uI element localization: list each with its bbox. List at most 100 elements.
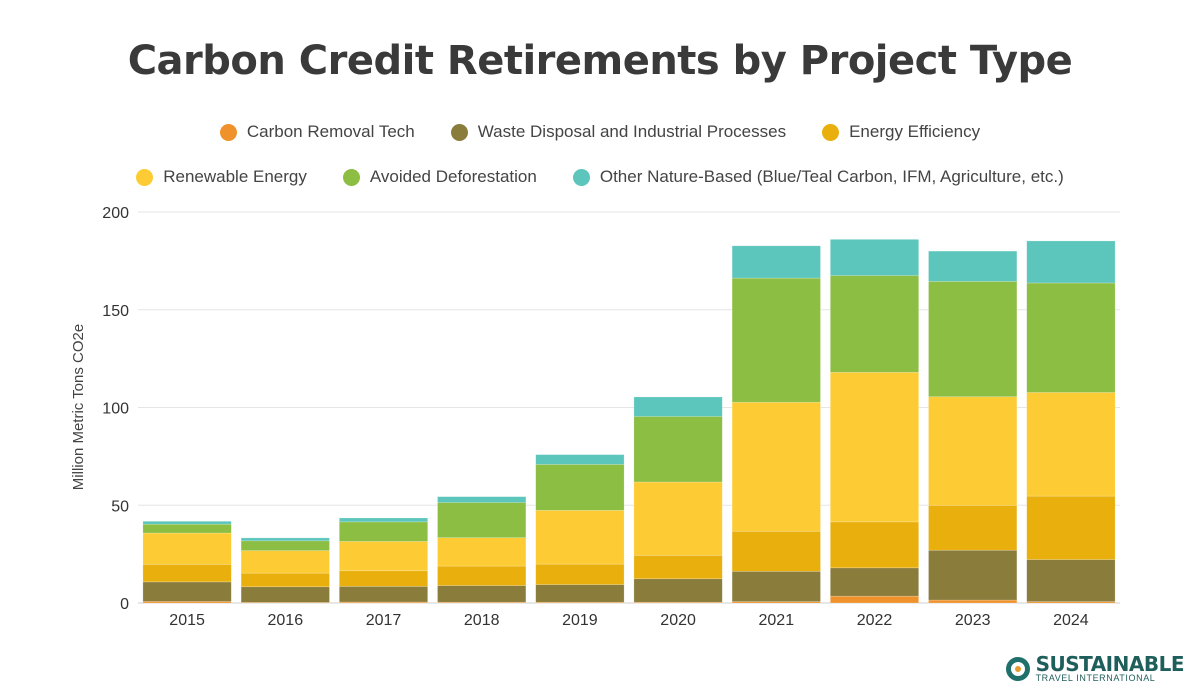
bar-segment	[240, 586, 330, 603]
legend-marker-renewable-energy	[136, 168, 154, 186]
bar-segment	[633, 554, 723, 580]
bar-segment	[830, 521, 919, 569]
legend-item-renewable-energy: Renewable Energy	[136, 167, 307, 187]
bar-stack-2015	[142, 520, 232, 604]
bar-segment	[339, 570, 428, 587]
y-axis-label: Million Metric Tons CO2e	[70, 324, 87, 490]
legend-item-other-nature-based: Other Nature-Based (Blue/Teal Carbon, IF…	[572, 167, 1064, 187]
bar-stack-2021	[731, 245, 821, 604]
legend-item-waste-disposal: Waste Disposal and Industrial Processes	[450, 122, 787, 142]
x-tick-label: 2016	[268, 612, 304, 629]
bar-segment	[142, 523, 232, 534]
legend-label-renewable-energy: Renewable Energy	[163, 167, 307, 186]
legend-label-other-nature-based: Other Nature-Based (Blue/Teal Carbon, IF…	[599, 167, 1064, 186]
chart-title: Carbon Credit Retirements by Project Typ…	[127, 38, 1073, 84]
bar-segment	[142, 532, 232, 565]
bar-stacks	[142, 239, 1116, 604]
bar-segment	[830, 595, 919, 604]
bar-segment	[339, 586, 428, 603]
bar-segment	[339, 521, 428, 542]
bar-segment	[437, 585, 527, 603]
bar-segment	[142, 520, 232, 525]
bar-segment	[928, 281, 1018, 398]
legend-row-1: Carbon Removal Tech Waste Disposal and I…	[0, 122, 1200, 142]
bar-segment	[240, 540, 330, 551]
x-tick-label: 2017	[366, 612, 402, 629]
bar-segment	[830, 239, 919, 276]
legend-marker-waste-disposal	[450, 123, 468, 141]
bar-segment	[437, 565, 527, 586]
bar-segment	[1026, 240, 1116, 284]
legend-marker-avoided-deforestation	[342, 168, 360, 186]
bar-stack-2018	[437, 496, 527, 604]
legend-label-avoided-deforestation: Avoided Deforestation	[369, 167, 537, 186]
bar-stack-2017	[339, 517, 428, 604]
bar-segment	[535, 464, 625, 511]
legend-item-avoided-deforestation: Avoided Deforestation	[342, 167, 537, 187]
bar-stack-2019	[535, 454, 625, 604]
bar-segment	[731, 277, 821, 403]
y-axis-ticks: 0 50 100 150 200	[102, 205, 129, 613]
x-tick-label: 2022	[857, 612, 893, 629]
bar-segment	[240, 537, 330, 542]
bar-segment	[437, 502, 527, 539]
bar-segment	[535, 563, 625, 585]
bar-segment	[535, 454, 625, 465]
y-tick-label: 150	[102, 303, 129, 320]
bar-segment	[830, 275, 919, 373]
bar-segment	[633, 416, 723, 483]
bar-segment	[928, 250, 1018, 282]
bar-segment	[633, 396, 723, 417]
bar-segment	[1026, 392, 1116, 497]
bar-segment	[731, 530, 821, 572]
bar-segment	[535, 510, 625, 565]
legend-marker-carbon-removal	[219, 123, 237, 141]
y-tick-label: 50	[111, 498, 129, 515]
bar-stack-2022	[830, 239, 919, 604]
legend-row-2: Renewable Energy Avoided Deforestation O…	[0, 167, 1200, 187]
bar-segment	[928, 504, 1018, 551]
legend-label-waste-disposal: Waste Disposal and Industrial Processes	[477, 122, 787, 141]
bar-segment	[535, 601, 625, 604]
bar-segment	[535, 584, 625, 603]
x-tick-label: 2021	[759, 612, 795, 629]
bar-segment	[731, 571, 821, 602]
brand-line-1: SUSTAINABLE	[1035, 652, 1185, 676]
brand-logo: SUSTAINABLE TRAVEL INTERNATIONAL	[1005, 652, 1185, 683]
bar-stack-2016	[240, 537, 330, 604]
y-tick-label: 100	[102, 401, 129, 418]
legend-label-energy-efficiency: Energy Efficiency	[849, 122, 981, 141]
bar-segment	[633, 578, 723, 603]
bar-segment	[240, 572, 330, 588]
bar-segment	[339, 541, 428, 572]
bar-stack-2020	[633, 396, 723, 604]
x-tick-label: 2019	[562, 612, 598, 629]
bar-stack-2024	[1026, 240, 1116, 604]
x-tick-label: 2023	[955, 612, 991, 629]
x-tick-label: 2018	[464, 612, 500, 629]
brand-wordmark: SUSTAINABLE TRAVEL INTERNATIONAL	[1035, 652, 1185, 683]
bar-segment	[731, 245, 821, 279]
legend-marker-other-nature-based	[572, 168, 590, 186]
bar-segment	[830, 372, 919, 523]
x-tick-label: 2020	[660, 612, 696, 629]
legend-item-carbon-removal: Carbon Removal Tech	[219, 122, 415, 142]
bar-segment	[731, 401, 821, 532]
bar-stack-2023	[928, 250, 1018, 604]
bar-segment	[1026, 559, 1116, 602]
bar-segment	[142, 563, 232, 583]
bar-segment	[142, 581, 232, 602]
y-tick-label: 200	[102, 205, 129, 222]
x-tick-label: 2024	[1053, 612, 1089, 629]
globe-logo-icon	[1005, 656, 1030, 681]
bar-segment	[633, 481, 723, 556]
legend-marker-energy-efficiency	[822, 123, 840, 141]
x-axis-ticks: 2015 2016 2017 2018 2019 2020 2021 2022 2023 2024	[169, 612, 1088, 629]
x-tick-label: 2015	[169, 612, 205, 629]
legend-label-carbon-removal: Carbon Removal Tech	[246, 122, 415, 141]
bar-segment	[928, 396, 1018, 506]
bar-segment	[1026, 495, 1116, 560]
bar-segment	[437, 496, 527, 503]
bar-segment	[928, 599, 1018, 604]
